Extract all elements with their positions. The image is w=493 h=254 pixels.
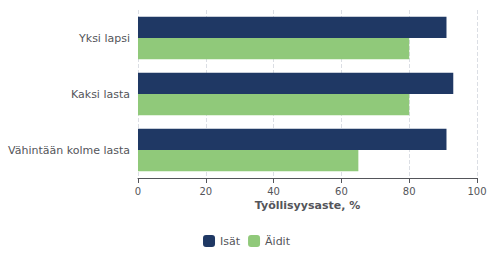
svg-text:Kaksi lasta: Kaksi lasta (71, 88, 130, 101)
svg-text:Työllisyysaste, %: Työllisyysaste, % (255, 199, 360, 212)
svg-text:20: 20 (199, 186, 212, 197)
svg-text:60: 60 (335, 186, 348, 197)
svg-text:40: 40 (267, 186, 280, 197)
svg-text:0: 0 (135, 186, 141, 197)
svg-text:100: 100 (467, 186, 486, 197)
svg-text:Vähintään kolme lasta: Vähintään kolme lasta (8, 144, 130, 157)
svg-text:80: 80 (403, 186, 416, 197)
svg-text:Isät: Isät (220, 235, 241, 248)
svg-text:Äidit: Äidit (265, 235, 291, 248)
svg-text:Yksi lapsi: Yksi lapsi (78, 32, 130, 45)
